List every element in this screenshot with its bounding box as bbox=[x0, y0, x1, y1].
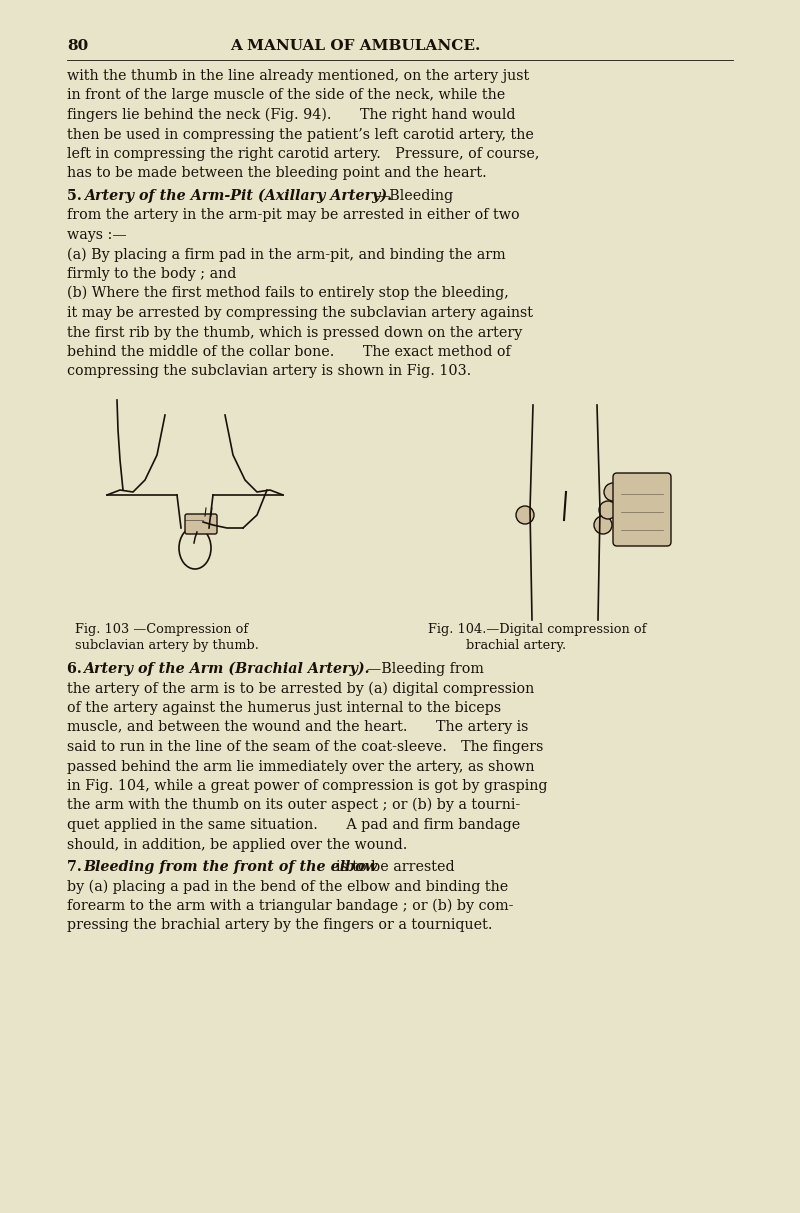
FancyBboxPatch shape bbox=[185, 514, 217, 534]
Text: ways :—: ways :— bbox=[67, 228, 126, 243]
Text: is to be arrested: is to be arrested bbox=[336, 860, 454, 875]
Text: 80: 80 bbox=[67, 39, 88, 53]
Text: quet applied in the same situation.  A pad and firm bandage: quet applied in the same situation. A pa… bbox=[67, 818, 520, 832]
Circle shape bbox=[594, 516, 612, 534]
Text: brachial artery.: brachial artery. bbox=[466, 639, 566, 653]
FancyBboxPatch shape bbox=[613, 473, 671, 546]
Text: said to run in the line of the seam of the coat-sleeve. The fingers: said to run in the line of the seam of t… bbox=[67, 740, 543, 754]
Text: 7.: 7. bbox=[67, 860, 96, 875]
Text: A MANUAL OF AMBULANCE.: A MANUAL OF AMBULANCE. bbox=[230, 39, 480, 53]
Circle shape bbox=[599, 501, 617, 519]
Text: —Bleeding from: —Bleeding from bbox=[367, 662, 484, 676]
Text: from the artery in the arm-pit may be arrested in either of two: from the artery in the arm-pit may be ar… bbox=[67, 209, 520, 222]
Circle shape bbox=[516, 506, 534, 524]
Text: compressing the subclavian artery is shown in Fig. 103.: compressing the subclavian artery is sho… bbox=[67, 364, 471, 378]
Text: passed behind the arm lie immediately over the artery, as shown: passed behind the arm lie immediately ov… bbox=[67, 759, 534, 774]
Text: Artery of the Arm-Pit (Axillary Artery).: Artery of the Arm-Pit (Axillary Artery). bbox=[84, 188, 392, 203]
Text: with the thumb in the line already mentioned, on the artery just: with the thumb in the line already menti… bbox=[67, 69, 530, 82]
Text: it may be arrested by compressing the subclavian artery against: it may be arrested by compressing the su… bbox=[67, 306, 533, 320]
Text: of the artery against the humerus just internal to the biceps: of the artery against the humerus just i… bbox=[67, 701, 501, 714]
Text: the artery of the arm is to be arrested by (a) digital compression: the artery of the arm is to be arrested … bbox=[67, 682, 534, 695]
Text: muscle, and between the wound and the heart.  The artery is: muscle, and between the wound and the he… bbox=[67, 721, 528, 735]
Text: pressing the brachial artery by the fingers or a tourniquet.: pressing the brachial artery by the fing… bbox=[67, 918, 493, 933]
Text: Fig. 104.—Digital compression of: Fig. 104.—Digital compression of bbox=[428, 623, 646, 636]
Text: (a) By placing a firm pad in the arm-pit, and binding the arm: (a) By placing a firm pad in the arm-pit… bbox=[67, 247, 506, 262]
Text: the first rib by the thumb, which is pressed down on the artery: the first rib by the thumb, which is pre… bbox=[67, 325, 522, 340]
Text: Bleeding from the front of the elbow: Bleeding from the front of the elbow bbox=[83, 860, 377, 875]
Text: by (a) placing a pad in the bend of the elbow and binding the: by (a) placing a pad in the bend of the … bbox=[67, 879, 508, 894]
Text: firmly to the body ; and: firmly to the body ; and bbox=[67, 267, 236, 281]
Text: the arm with the thumb on its outer aspect ; or (b) by a tourni-: the arm with the thumb on its outer aspe… bbox=[67, 798, 520, 813]
Text: (b) Where the first method fails to entirely stop the bleeding,: (b) Where the first method fails to enti… bbox=[67, 286, 509, 301]
Text: then be used in compressing the patient’s left carotid artery, the: then be used in compressing the patient’… bbox=[67, 127, 534, 142]
Text: forearm to the arm with a triangular bandage ; or (b) by com-: forearm to the arm with a triangular ban… bbox=[67, 899, 514, 913]
Text: 5.: 5. bbox=[67, 189, 96, 203]
Text: behind the middle of the collar bone.  The exact method of: behind the middle of the collar bone. Th… bbox=[67, 344, 510, 359]
Text: should, in addition, be applied over the wound.: should, in addition, be applied over the… bbox=[67, 837, 407, 852]
Text: subclavian artery by thumb.: subclavian artery by thumb. bbox=[75, 639, 259, 653]
Text: in front of the large muscle of the side of the neck, while the: in front of the large muscle of the side… bbox=[67, 89, 506, 103]
Text: in Fig. 104, while a great power of compression is got by grasping: in Fig. 104, while a great power of comp… bbox=[67, 779, 547, 793]
Text: has to be made between the bleeding point and the heart.: has to be made between the bleeding poin… bbox=[67, 166, 486, 181]
Text: Artery of the Arm (Brachial Artery).: Artery of the Arm (Brachial Artery). bbox=[83, 661, 370, 676]
Text: Fig. 103 —Compression of: Fig. 103 —Compression of bbox=[75, 623, 248, 636]
Text: left in compressing the right carotid artery. Pressure, of course,: left in compressing the right carotid ar… bbox=[67, 147, 539, 161]
Text: —Bleeding: —Bleeding bbox=[375, 189, 453, 203]
Text: fingers lie behind the neck (Fig. 94).  The right hand would: fingers lie behind the neck (Fig. 94). T… bbox=[67, 108, 515, 123]
Text: 6.: 6. bbox=[67, 662, 96, 676]
Circle shape bbox=[604, 483, 622, 501]
